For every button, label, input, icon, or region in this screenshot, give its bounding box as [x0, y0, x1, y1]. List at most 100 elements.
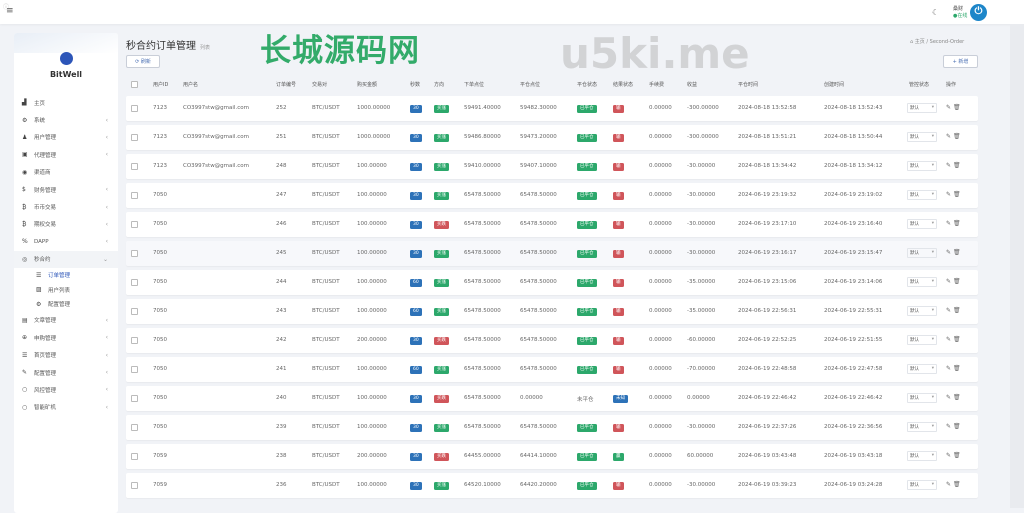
control-status-select[interactable]: 默认 [907, 393, 937, 403]
delete-icon[interactable]: 🗑 [952, 394, 961, 401]
column-header[interactable]: 手续费 [649, 82, 665, 88]
delete-icon[interactable]: 🗑 [952, 249, 961, 256]
sidebar-item[interactable]: ▟ 主页 [14, 94, 118, 111]
delete-icon[interactable]: 🗑 [952, 481, 961, 488]
column-header[interactable]: 收益 [687, 82, 698, 88]
control-status-select[interactable]: 默认 [907, 248, 937, 258]
sidebar-item[interactable]: ▣ 代理管理 ‹ [14, 146, 118, 163]
control-status-select[interactable]: 默认 [907, 335, 937, 345]
table-row[interactable]: 7050 244 BTC/USDT 100.00000 60 买涨 65478.50000 6… [126, 270, 978, 295]
edit-icon[interactable]: ✎ [946, 307, 952, 314]
sidebar-item[interactable]: ⚙ 配置管理 [14, 297, 118, 312]
add-button[interactable]: + 新增 [943, 55, 978, 68]
sidebar-item[interactable]: % DAPP ‹ [14, 233, 118, 250]
menu-toggle-icon[interactable]: ≡ [6, 6, 14, 16]
table-row[interactable]: 7050 242 BTC/USDT 200.00000 30 买跌 65478.50000 6… [126, 328, 978, 353]
row-checkbox[interactable] [131, 192, 138, 199]
row-checkbox[interactable] [131, 482, 138, 489]
delete-icon[interactable]: 🗑 [952, 191, 961, 198]
table-row[interactable]: 7050 245 BTC/USDT 100.00000 30 买涨 65478.50000 6… [126, 241, 978, 266]
table-row[interactable]: 7050 243 BTC/USDT 100.00000 60 买涨 65478.50000 6… [126, 299, 978, 324]
row-checkbox[interactable] [131, 279, 138, 286]
dark-mode-toggle-icon[interactable]: ☾ [932, 8, 940, 17]
edit-icon[interactable]: ✎ [946, 336, 952, 343]
column-header[interactable]: 管控状态 [909, 82, 930, 88]
user-info[interactable]: 桑财 ●在线 [953, 6, 967, 20]
control-status-select[interactable]: 默认 [907, 480, 937, 490]
sidebar-item[interactable]: ⚙ 系统 ‹ [14, 111, 118, 128]
edit-icon[interactable]: ✎ [946, 365, 952, 372]
row-checkbox[interactable] [131, 337, 138, 344]
delete-icon[interactable]: 🗑 [952, 104, 961, 111]
table-row[interactable]: 7123 CO3997stw@gmail.com 252 BTC/USDT 1000.0… [126, 96, 978, 121]
column-header[interactable]: 创建时间 [824, 82, 845, 88]
sidebar-item[interactable]: ₿ 期权交易 ‹ [14, 216, 118, 233]
column-header[interactable]: 购买金额 [357, 82, 378, 88]
delete-icon[interactable]: 🗑 [952, 220, 961, 227]
column-header[interactable]: 秒数 [410, 82, 421, 88]
edit-icon[interactable]: ✎ [946, 104, 952, 111]
control-status-select[interactable]: 默认 [907, 306, 937, 316]
delete-icon[interactable]: 🗑 [952, 162, 961, 169]
column-header[interactable]: 方向 [434, 82, 445, 88]
delete-icon[interactable]: 🗑 [952, 278, 961, 285]
edit-icon[interactable]: ✎ [946, 249, 952, 256]
control-status-select[interactable]: 默认 [907, 190, 937, 200]
delete-icon[interactable]: 🗑 [952, 133, 961, 140]
column-header[interactable]: 平仓状态 [577, 82, 598, 88]
row-checkbox[interactable] [131, 424, 138, 431]
sidebar-item[interactable]: ☰ 首页管理 ‹ [14, 346, 118, 363]
row-checkbox[interactable] [131, 453, 138, 460]
table-row[interactable]: 7050 247 BTC/USDT 100.00000 30 买涨 65478.50000 6… [126, 183, 978, 208]
column-header[interactable]: 用户ID [153, 82, 169, 88]
column-header[interactable]: 操作 [946, 82, 957, 88]
sidebar-item[interactable]: ○ 智能矿机 ‹ [14, 399, 118, 416]
column-header[interactable]: 结果状态 [613, 82, 634, 88]
delete-icon[interactable]: 🗑 [952, 452, 961, 459]
select-all-checkbox[interactable] [131, 81, 138, 88]
sidebar-item[interactable]: $ 财务管理 ‹ [14, 181, 118, 198]
control-status-select[interactable]: 默认 [907, 451, 937, 461]
delete-icon[interactable]: 🗑 [952, 365, 961, 372]
sidebar-item[interactable]: ⊕ 申购管理 ‹ [14, 329, 118, 346]
column-header[interactable]: 订单编号 [276, 82, 297, 88]
row-checkbox[interactable] [131, 250, 138, 257]
sidebar-item[interactable]: ◉ 渠道商 [14, 164, 118, 181]
control-status-select[interactable]: 默认 [907, 103, 937, 113]
delete-icon[interactable]: 🗑 [952, 336, 961, 343]
table-row[interactable]: 7059 238 BTC/USDT 200.00000 30 买跌 64455.00000 6… [126, 444, 978, 469]
table-row[interactable]: 7050 246 BTC/USDT 100.00000 30 买跌 65478.50000 6… [126, 212, 978, 237]
row-checkbox[interactable] [131, 221, 138, 228]
table-row[interactable]: 7059 236 BTC/USDT 100.00000 30 买涨 64520.10000 6… [126, 473, 978, 498]
sidebar-item[interactable]: ☰ 订单管理 [14, 268, 118, 283]
edit-icon[interactable]: ✎ [946, 191, 952, 198]
edit-icon[interactable]: ✎ [946, 278, 952, 285]
control-status-select[interactable]: 默认 [907, 219, 937, 229]
control-status-select[interactable]: 默认 [907, 132, 937, 142]
breadcrumb-home[interactable]: 主页 [914, 39, 925, 45]
sidebar-item[interactable]: ♟ 用户管理 ‹ [14, 129, 118, 146]
table-row[interactable]: 7050 240 BTC/USDT 100.00000 30 买跌 65478.50000 0… [126, 386, 978, 411]
delete-icon[interactable]: 🗑 [952, 307, 961, 314]
table-row[interactable]: 7123 CO3997stw@gmail.com 248 BTC/USDT 100.00… [126, 154, 978, 179]
sidebar-item[interactable]: ○ 风控管理 ‹ [14, 381, 118, 398]
row-checkbox[interactable] [131, 308, 138, 315]
column-header[interactable]: 平仓点位 [520, 82, 541, 88]
edit-icon[interactable]: ✎ [946, 220, 952, 227]
row-checkbox[interactable] [131, 163, 138, 170]
column-header[interactable]: 下单点位 [464, 82, 485, 88]
edit-icon[interactable]: ✎ [946, 452, 952, 459]
column-header[interactable]: 交易对 [312, 82, 328, 88]
sidebar-item[interactable]: ✎ 配置管理 ‹ [14, 364, 118, 381]
control-status-select[interactable]: 默认 [907, 422, 937, 432]
table-row[interactable]: 7050 239 BTC/USDT 100.00000 30 买涨 65478.50000 6… [126, 415, 978, 440]
table-row[interactable]: 7050 241 BTC/USDT 100.00000 60 买涨 65478.50000 6… [126, 357, 978, 382]
control-status-select[interactable]: 默认 [907, 277, 937, 287]
edit-icon[interactable]: ✎ [946, 481, 952, 488]
avatar[interactable]: ⏻ [970, 4, 987, 21]
sidebar-item[interactable]: ₿ 币币交易 ‹ [14, 198, 118, 215]
scrollbar[interactable] [1010, 24, 1024, 508]
row-checkbox[interactable] [131, 366, 138, 373]
sidebar-item[interactable]: ▨ 用户列表 [14, 283, 118, 298]
sidebar-item[interactable]: ▤ 文章管理 ‹ [14, 312, 118, 329]
